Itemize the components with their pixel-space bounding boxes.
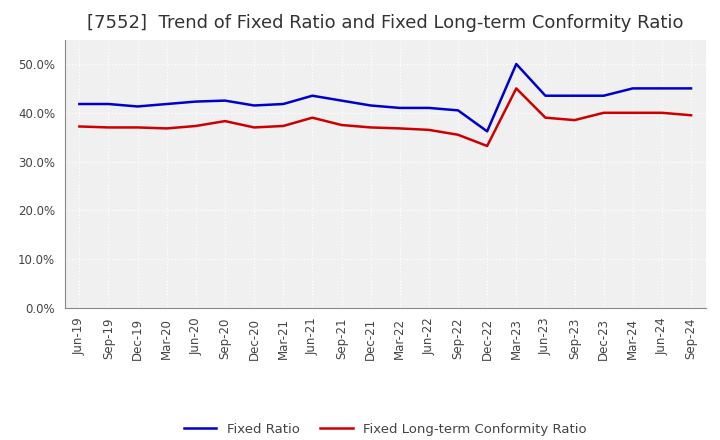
Fixed Ratio [570, 93, 579, 99]
Fixed Long-term Conformity Ratio [308, 115, 317, 120]
Fixed Long-term Conformity Ratio [337, 122, 346, 128]
Fixed Ratio [512, 61, 521, 66]
Fixed Long-term Conformity Ratio [75, 124, 84, 129]
Fixed Ratio [599, 93, 608, 99]
Fixed Long-term Conformity Ratio [687, 113, 696, 118]
Fixed Long-term Conformity Ratio [425, 127, 433, 132]
Fixed Ratio [337, 98, 346, 103]
Fixed Ratio [395, 105, 404, 110]
Legend: Fixed Ratio, Fixed Long-term Conformity Ratio: Fixed Ratio, Fixed Long-term Conformity … [179, 418, 592, 440]
Fixed Ratio [192, 99, 200, 104]
Fixed Ratio [279, 101, 287, 106]
Fixed Long-term Conformity Ratio [599, 110, 608, 115]
Fixed Long-term Conformity Ratio [454, 132, 462, 137]
Line: Fixed Ratio: Fixed Ratio [79, 64, 691, 132]
Fixed Ratio [629, 86, 637, 91]
Fixed Long-term Conformity Ratio [192, 123, 200, 128]
Fixed Ratio [104, 101, 113, 106]
Fixed Ratio [308, 93, 317, 99]
Fixed Ratio [425, 105, 433, 110]
Fixed Long-term Conformity Ratio [279, 123, 287, 128]
Fixed Ratio [687, 86, 696, 91]
Line: Fixed Long-term Conformity Ratio: Fixed Long-term Conformity Ratio [79, 88, 691, 146]
Fixed Long-term Conformity Ratio [629, 110, 637, 115]
Fixed Long-term Conformity Ratio [104, 125, 113, 130]
Fixed Long-term Conformity Ratio [366, 125, 375, 130]
Fixed Long-term Conformity Ratio [163, 126, 171, 131]
Fixed Ratio [454, 108, 462, 113]
Fixed Ratio [75, 101, 84, 106]
Fixed Long-term Conformity Ratio [250, 125, 258, 130]
Fixed Long-term Conformity Ratio [483, 143, 492, 149]
Fixed Ratio [220, 98, 229, 103]
Fixed Ratio [163, 101, 171, 106]
Fixed Long-term Conformity Ratio [541, 115, 550, 120]
Fixed Long-term Conformity Ratio [657, 110, 666, 115]
Fixed Ratio [366, 103, 375, 108]
Title: [7552]  Trend of Fixed Ratio and Fixed Long-term Conformity Ratio: [7552] Trend of Fixed Ratio and Fixed Lo… [87, 15, 683, 33]
Fixed Ratio [133, 104, 142, 109]
Fixed Long-term Conformity Ratio [395, 126, 404, 131]
Fixed Long-term Conformity Ratio [570, 117, 579, 123]
Fixed Ratio [250, 103, 258, 108]
Fixed Ratio [483, 129, 492, 134]
Fixed Long-term Conformity Ratio [220, 118, 229, 124]
Fixed Long-term Conformity Ratio [133, 125, 142, 130]
Fixed Long-term Conformity Ratio [512, 86, 521, 91]
Fixed Ratio [657, 86, 666, 91]
Fixed Ratio [541, 93, 550, 99]
